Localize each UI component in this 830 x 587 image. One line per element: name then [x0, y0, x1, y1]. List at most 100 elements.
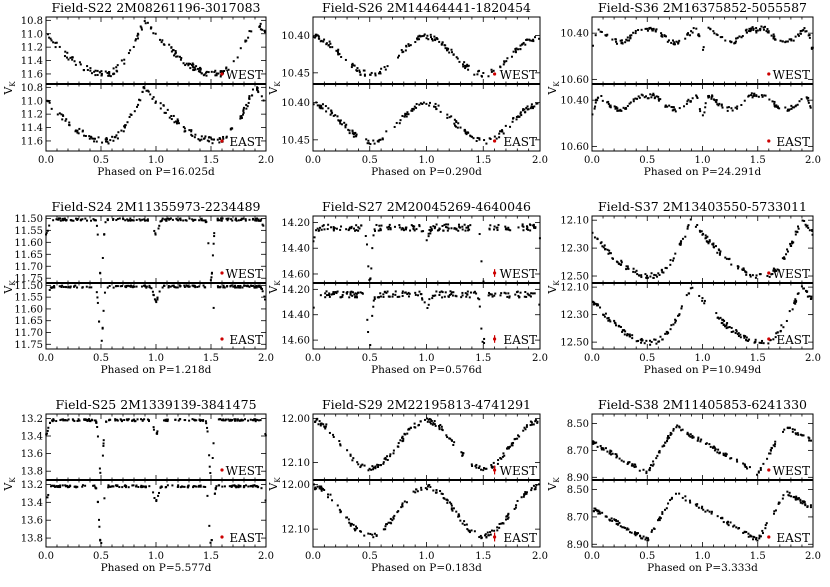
data-point — [379, 227, 382, 230]
data-point — [449, 290, 452, 293]
data-point — [773, 510, 776, 513]
data-point — [506, 447, 509, 450]
data-point — [374, 465, 377, 468]
data-point — [529, 420, 532, 423]
y-tick-label: 14.20 — [281, 218, 310, 229]
data-point — [205, 71, 208, 74]
data-point — [168, 116, 171, 119]
data-point — [69, 485, 72, 488]
data-point — [695, 504, 698, 507]
data-point — [393, 514, 396, 517]
data-point — [524, 491, 527, 494]
data-point — [622, 106, 625, 109]
data-point — [488, 291, 491, 294]
panel-east: 10.811.011.211.411.6 EAST — [21, 83, 267, 152]
data-point — [614, 519, 617, 522]
data-point — [124, 219, 127, 222]
data-point — [375, 534, 378, 537]
data-point — [506, 228, 509, 231]
data-point — [684, 495, 687, 498]
data-point — [367, 265, 370, 268]
data-point — [485, 142, 488, 145]
data-point — [231, 418, 234, 421]
x-tick-label: 1.5 — [203, 353, 219, 364]
data-point — [454, 124, 457, 127]
data-point — [667, 331, 670, 334]
data-point — [525, 225, 528, 228]
data-point — [707, 26, 710, 29]
data-point — [735, 37, 738, 40]
data-point — [689, 501, 692, 504]
data-point — [721, 106, 724, 109]
data-point — [501, 130, 504, 133]
data-point — [777, 106, 780, 109]
data-point — [63, 217, 66, 220]
data-point — [525, 295, 528, 298]
data-point — [799, 499, 802, 502]
data-point — [692, 436, 695, 439]
data-point — [173, 286, 176, 289]
data-point — [669, 259, 672, 262]
data-point — [404, 291, 407, 294]
data-point — [484, 533, 487, 536]
data-point — [448, 293, 451, 296]
data-point — [447, 223, 450, 226]
data-point — [665, 507, 668, 510]
data-point — [107, 419, 110, 422]
data-point — [430, 229, 433, 232]
data-point — [316, 485, 319, 488]
panel-label: WEST — [226, 68, 263, 82]
data-point — [206, 430, 209, 433]
data-point — [413, 225, 416, 228]
data-point — [152, 32, 155, 35]
data-point — [742, 462, 745, 465]
data-point — [755, 29, 758, 32]
data-point — [639, 534, 642, 537]
data-point — [73, 285, 76, 288]
data-point — [466, 528, 469, 531]
data-point — [248, 285, 251, 288]
data-point — [779, 329, 782, 332]
data-point — [96, 233, 99, 236]
data-point — [175, 55, 178, 58]
data-point — [379, 464, 382, 467]
data-point — [688, 434, 691, 437]
data-point — [259, 286, 262, 289]
data-point — [436, 229, 439, 232]
data-point — [349, 292, 352, 295]
data-point — [625, 38, 628, 41]
data-point — [139, 25, 142, 28]
data-point — [95, 487, 98, 490]
data-point — [257, 284, 260, 287]
data-point — [405, 115, 408, 118]
data-point — [254, 218, 257, 221]
x-axis-label: Phased on P=0.290d — [371, 166, 482, 178]
data-point — [140, 486, 143, 489]
data-point — [686, 33, 689, 36]
data-point — [245, 107, 248, 110]
data-point — [179, 217, 182, 220]
data-point — [232, 285, 235, 288]
data-point — [628, 333, 631, 336]
data-point — [435, 489, 438, 492]
y-axis-label: VK — [2, 477, 17, 492]
data-point — [103, 291, 106, 294]
data-point — [616, 455, 619, 458]
data-point — [429, 36, 432, 39]
data-point — [600, 447, 603, 450]
data-point — [788, 426, 791, 429]
data-point — [674, 319, 677, 322]
data-point — [371, 314, 374, 317]
data-point — [398, 226, 401, 229]
data-point — [373, 298, 376, 301]
data-point — [251, 218, 254, 221]
data-point — [446, 501, 449, 504]
data-point — [597, 509, 600, 512]
data-point — [357, 463, 360, 466]
data-point — [475, 463, 478, 466]
data-point — [614, 453, 617, 456]
data-point — [204, 420, 207, 423]
data-point — [205, 220, 208, 223]
data-point — [57, 217, 60, 220]
data-point — [666, 40, 669, 43]
